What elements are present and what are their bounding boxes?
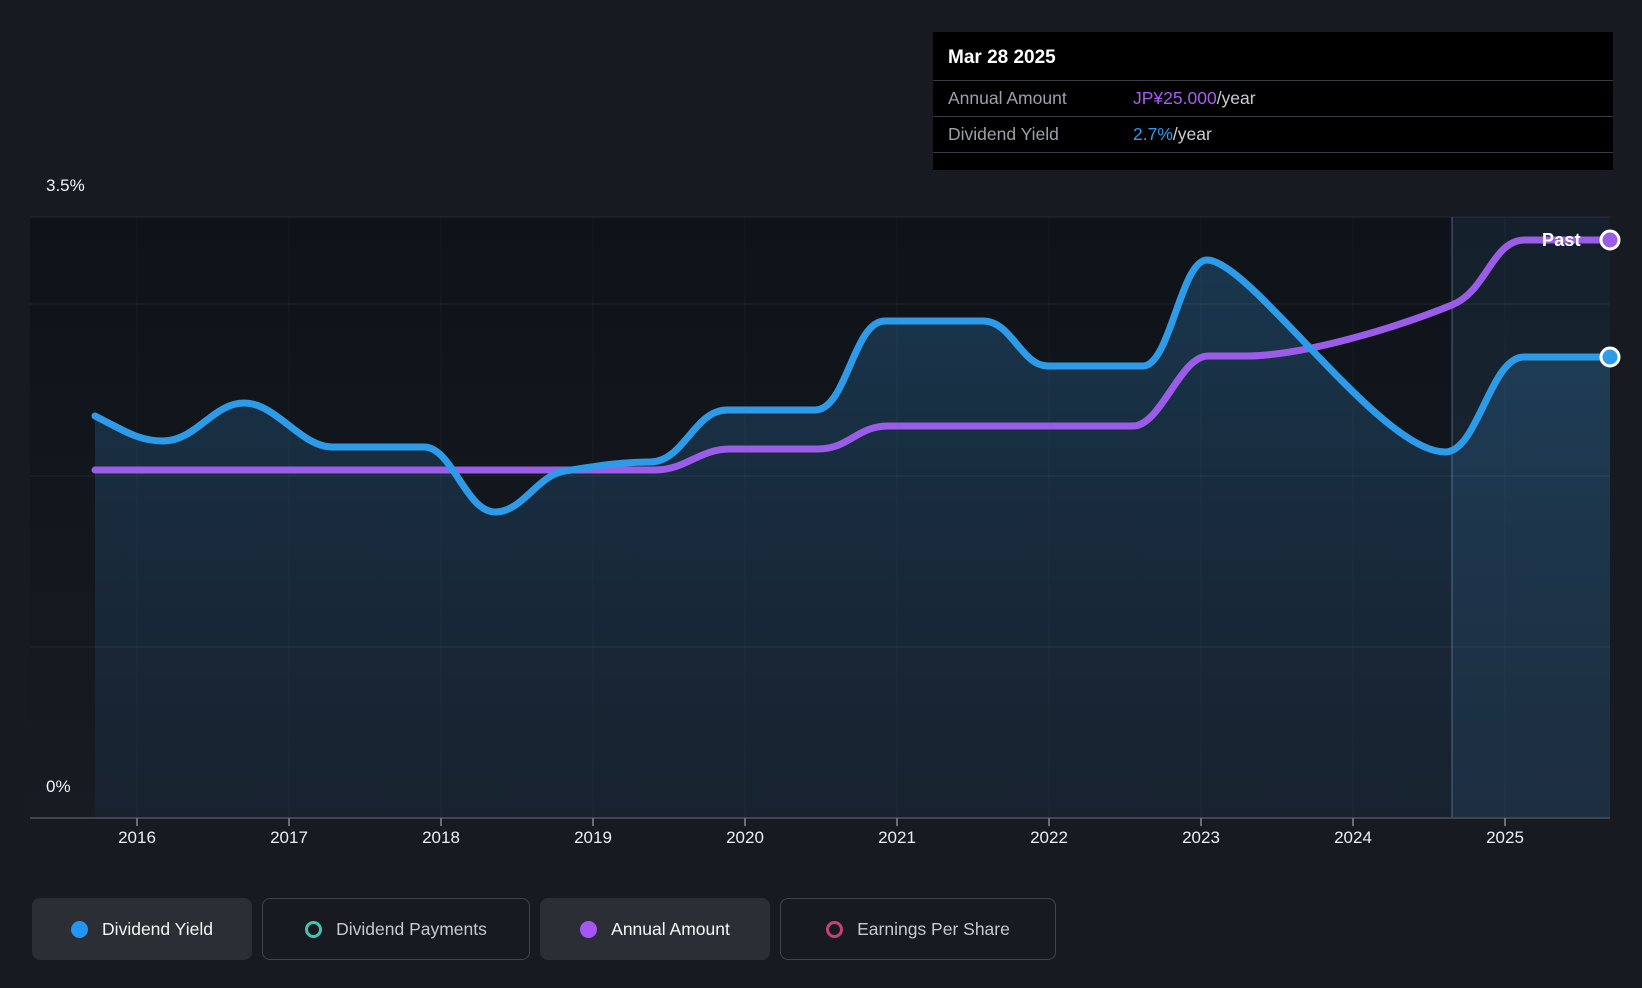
- annual-amount-end-marker: [1599, 229, 1621, 251]
- tooltip-value: 2.7%: [1133, 124, 1173, 144]
- x-axis-year-labels: 2016 2017 2018 2019 2020 2021 2022 2023 …: [0, 828, 1642, 852]
- year-label: 2016: [118, 828, 156, 847]
- tooltip-row-dividend-yield: Dividend Yield 2.7% /year: [933, 116, 1613, 153]
- legend-toggle-dividend-payments[interactable]: Dividend Payments: [262, 898, 530, 960]
- annual-amount-dot-icon: [580, 920, 598, 938]
- legend-label: Annual Amount: [611, 918, 730, 939]
- dividend-yield-area: [95, 260, 1610, 818]
- tooltip-label: Annual Amount: [948, 88, 1067, 108]
- tooltip-date: Mar 28 2025: [948, 47, 1056, 68]
- legend-toggle-earnings-per-share[interactable]: Earnings Per Share: [780, 898, 1056, 960]
- chart-tooltip: Mar 28 2025 Annual Amount JP¥25.000 /yea…: [933, 32, 1613, 170]
- tooltip-row-annual-amount: Annual Amount JP¥25.000 /year: [933, 80, 1613, 116]
- chart-legend: Dividend Yield Dividend Payments Annual …: [32, 898, 1056, 960]
- x-axis-ticks: [136, 818, 1506, 826]
- past-highlight-band: [1452, 217, 1610, 818]
- dividend-payments-ring-icon: [305, 920, 323, 938]
- y-axis-max-label: 3.5%: [46, 176, 85, 195]
- tooltip-value: JP¥25.000: [1133, 88, 1217, 108]
- legend-label: Earnings Per Share: [857, 918, 1010, 939]
- annual-amount-line: [91, 236, 1614, 474]
- year-label: 2021: [878, 828, 916, 847]
- year-label: 2025: [1486, 828, 1524, 847]
- year-label: 2019: [574, 828, 612, 847]
- year-label: 2023: [1182, 828, 1220, 847]
- year-label: 2022: [1030, 828, 1068, 847]
- past-region-label: Past: [1542, 230, 1581, 250]
- legend-label: Dividend Payments: [336, 918, 487, 939]
- year-label: 2018: [422, 828, 460, 847]
- earnings-per-share-ring-icon: [826, 920, 844, 938]
- dividend-yield-dot-icon: [71, 920, 89, 938]
- y-axis-min-label: 0%: [46, 777, 71, 796]
- legend-toggle-annual-amount[interactable]: Annual Amount: [540, 898, 770, 960]
- dividend-yield-line: [91, 256, 1614, 516]
- horizontal-gridlines: [30, 216, 1610, 648]
- year-label: 2020: [726, 828, 764, 847]
- legend-label: Dividend Yield: [102, 918, 213, 939]
- tooltip-label: Dividend Yield: [948, 124, 1059, 144]
- tooltip-suffix: /year: [1172, 124, 1212, 144]
- year-label: 2017: [270, 828, 308, 847]
- dividend-yield-end-marker: [1599, 346, 1621, 368]
- legend-toggle-dividend-yield[interactable]: Dividend Yield: [32, 898, 252, 960]
- tooltip-suffix: /year: [1216, 88, 1256, 108]
- year-label: 2024: [1334, 828, 1372, 847]
